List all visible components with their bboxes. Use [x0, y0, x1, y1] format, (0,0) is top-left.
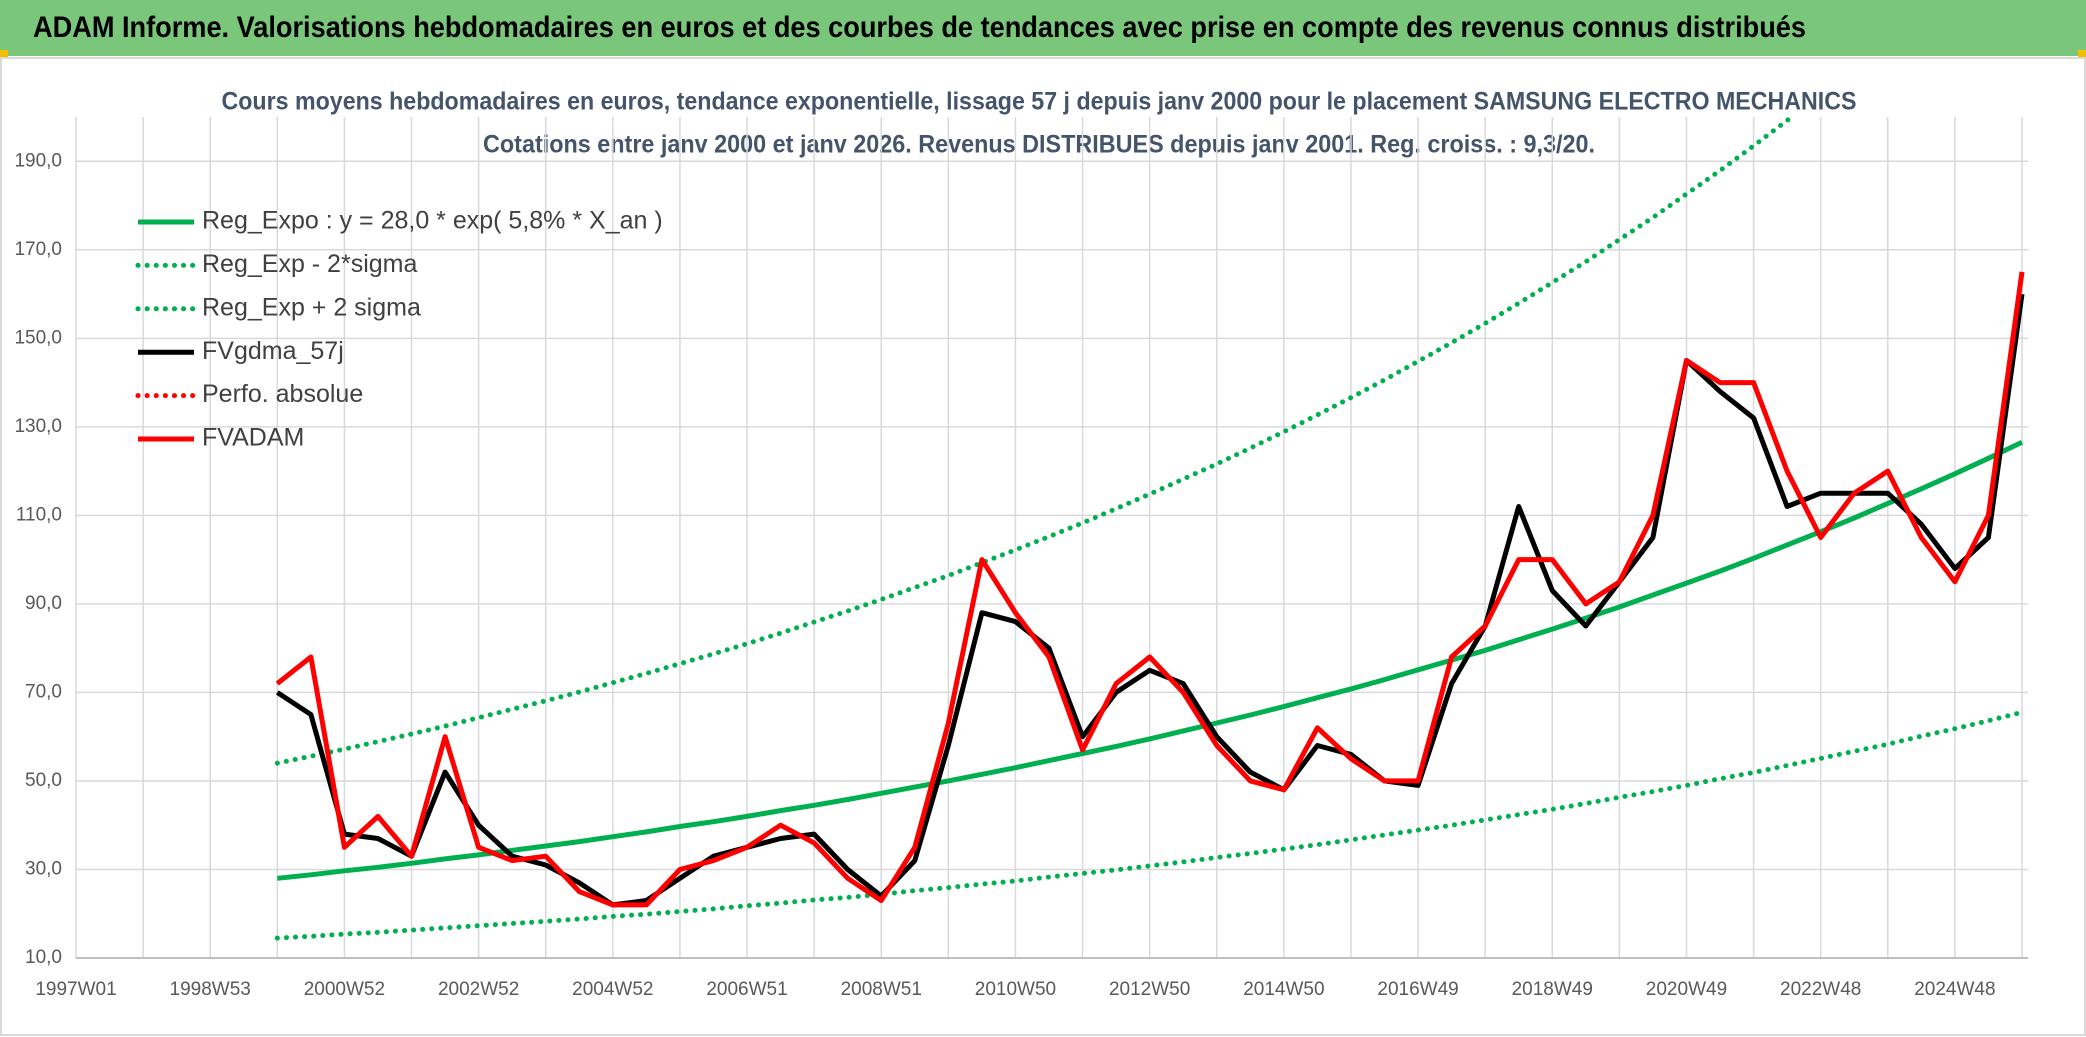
- y-tick-label: 110,0: [16, 504, 62, 525]
- legend-label: FVgdma_57j: [202, 337, 344, 365]
- plot: [274, 117, 2025, 941]
- legend-label: Reg_Exp - 2*sigma: [202, 250, 417, 278]
- legend-label: Perfo. absolue: [202, 380, 363, 408]
- y-tick-label: 170,0: [14, 239, 62, 260]
- grid: 10,0 30,0 50,0 70,0 90,0 110,0 130,0 150,0 170,0…: [14, 117, 2028, 1000]
- y-tick-label: 150,0: [14, 327, 62, 348]
- legend-label: Reg_Exp + 2 sigma: [202, 293, 421, 321]
- x-tick-label: 2016W49: [1377, 979, 1458, 1000]
- y-tick-label: 90,0: [25, 593, 62, 614]
- series-line: [275, 271, 2025, 908]
- banner: [0, 0, 2086, 56]
- series-line: [274, 117, 1796, 766]
- x-tick-label: 2000W52: [304, 979, 385, 1000]
- y-tick-label: 30,0: [25, 858, 62, 879]
- x-tick-label: 2008W51: [841, 979, 922, 1000]
- chart-title: Cours moyens hebdomadaires en euros, ten…: [222, 88, 1857, 116]
- banner-title: ADAM Informe. Valorisations hebdomadaire…: [33, 11, 1806, 44]
- x-tick-label: 2006W51: [706, 979, 787, 1000]
- x-tick-label: 2012W50: [1109, 979, 1190, 1000]
- x-tick-label: 1998W53: [170, 979, 251, 1000]
- x-tick-label: 2020W49: [1646, 979, 1727, 1000]
- x-tick-label: 2018W49: [1512, 979, 1593, 1000]
- chart-subtitle: Cotations entre janv 2000 et janv 2026. …: [483, 131, 1595, 159]
- series-line: [274, 709, 2025, 941]
- y-tick-label: 10,0: [25, 947, 62, 968]
- series-line: [277, 440, 2024, 881]
- y-tick-label: 190,0: [14, 150, 62, 171]
- legend-label: FVADAM: [202, 424, 304, 452]
- x-tick-label: 2004W52: [572, 979, 653, 1000]
- corner-mark: [0, 50, 8, 58]
- legend-label: Reg_Expo : y = 28,0 * exp( 5,8% * X_an ): [202, 207, 663, 235]
- x-tick-label: 2014W50: [1243, 979, 1324, 1000]
- y-tick-label: 70,0: [25, 681, 62, 702]
- x-tick-label: 2022W48: [1780, 979, 1861, 1000]
- legend: Reg_Expo : y = 28,0 * exp( 5,8% * X_an )…: [135, 207, 663, 452]
- y-tick-label: 50,0: [25, 770, 62, 791]
- x-tick-label: 2024W48: [1914, 979, 1995, 1000]
- x-tick-label: 2002W52: [438, 979, 519, 1000]
- corner-mark: [2078, 50, 2086, 58]
- x-tick-label: 1997W01: [35, 979, 116, 1000]
- x-tick-label: 2010W50: [975, 979, 1056, 1000]
- y-tick-label: 130,0: [14, 416, 62, 437]
- chart-border: [0, 57, 2086, 1036]
